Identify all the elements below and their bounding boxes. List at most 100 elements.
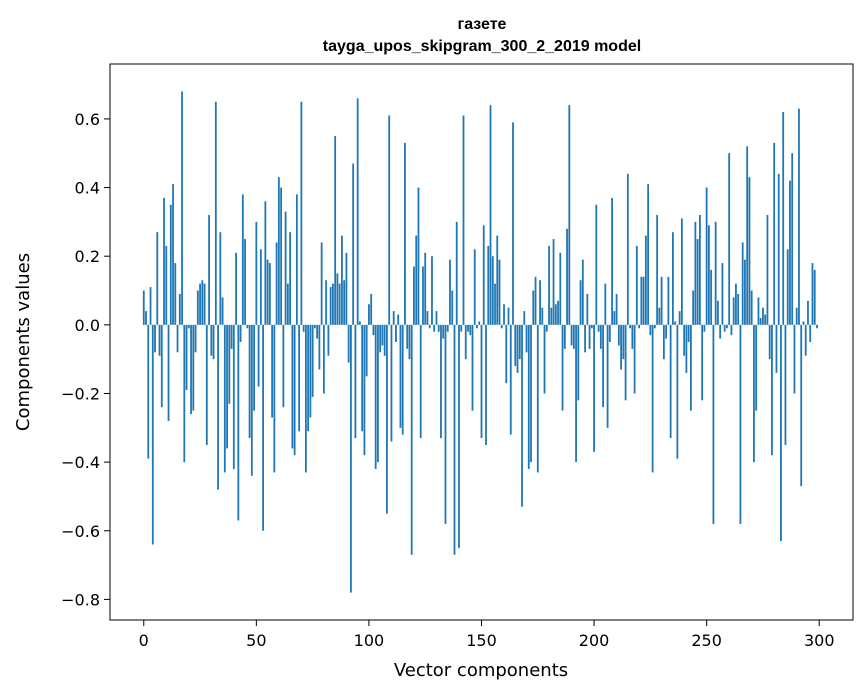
bar-164 [512, 122, 514, 325]
bar-66 [291, 324, 294, 449]
bar-195 [581, 259, 584, 325]
bar-160 [503, 304, 505, 325]
bar-268 [746, 146, 749, 325]
chart-title: газете [458, 16, 507, 33]
bar-78 [318, 324, 321, 370]
bar-187 [563, 324, 566, 349]
bar-290 [795, 307, 798, 325]
bar-194 [579, 280, 582, 325]
bar-108 [386, 324, 388, 514]
bar-37 [226, 324, 228, 449]
bar-295 [807, 300, 809, 325]
bar-209 [613, 311, 616, 325]
bar-26 [201, 280, 204, 325]
bar-122 [417, 187, 420, 325]
bar-69 [298, 324, 301, 432]
bar-47 [248, 324, 251, 439]
bar-279 [771, 324, 773, 456]
bar-131 [437, 324, 440, 332]
bar-80 [322, 324, 325, 394]
bar-118 [408, 324, 411, 360]
bar-284 [782, 112, 785, 325]
bar-287 [789, 180, 791, 325]
bar-202 [597, 324, 600, 332]
bar-267 [744, 259, 746, 325]
bar-99 [365, 324, 368, 377]
bar-25 [199, 283, 201, 325]
bar-191 [572, 324, 575, 349]
bar-243 [689, 324, 692, 411]
bar-105 [379, 324, 382, 353]
bar-255 [717, 300, 719, 325]
bar-112 [395, 324, 397, 342]
bar-147 [473, 249, 476, 325]
bar-259 [726, 324, 728, 329]
bar-32 [214, 101, 217, 325]
bar-103 [374, 324, 377, 469]
bar-45 [244, 239, 246, 325]
bar-224 [647, 184, 650, 325]
bar-229 [658, 307, 661, 325]
bar-222 [642, 276, 645, 325]
bar-117 [406, 324, 409, 349]
bar-5 [154, 324, 156, 353]
bar-7 [158, 324, 161, 356]
bar-178 [543, 324, 546, 394]
bar-186 [561, 324, 564, 411]
bar-30 [210, 324, 213, 356]
bar-249 [703, 324, 706, 332]
bar-86 [336, 273, 339, 325]
bar-273 [757, 297, 760, 325]
bar-214 [624, 324, 627, 401]
bar-197 [586, 293, 589, 325]
bar-236 [674, 321, 677, 325]
bar-204 [602, 324, 604, 408]
bar-235 [671, 232, 674, 325]
bar-102 [372, 324, 375, 336]
bar-52 [259, 249, 262, 325]
bar-35 [221, 297, 224, 325]
bar-106 [381, 324, 384, 346]
x-tick-label: 300 [804, 631, 835, 650]
bar-198 [588, 324, 591, 349]
bar-210 [615, 293, 618, 325]
bar-88 [341, 235, 343, 325]
bar-155 [491, 256, 494, 325]
bar-184 [557, 300, 559, 325]
bar-62 [282, 324, 285, 408]
bar-163 [509, 324, 512, 435]
bar-127 [428, 324, 431, 329]
bar-41 [235, 252, 237, 325]
bar-144 [467, 324, 469, 332]
bar-93 [352, 163, 355, 325]
bar-43 [239, 324, 242, 342]
bar-20 [187, 324, 190, 329]
bar-104 [377, 324, 379, 463]
bar-18 [183, 324, 186, 463]
bar-257 [721, 263, 724, 325]
bar-216 [629, 324, 631, 329]
y-tick-label: 0.6 [75, 110, 100, 129]
bar-254 [714, 221, 717, 325]
bar-14 [174, 263, 177, 325]
bar-92 [350, 324, 352, 593]
bar-239 [680, 218, 683, 325]
bar-136 [449, 259, 451, 325]
bar-145 [469, 324, 472, 336]
bar-212 [620, 324, 622, 370]
bar-223 [644, 235, 647, 325]
bar-91 [347, 324, 350, 363]
bar-17 [181, 91, 183, 325]
bar-274 [759, 317, 762, 325]
bar-207 [608, 324, 611, 342]
bar-232 [665, 324, 668, 339]
bar-220 [638, 324, 641, 329]
bar-176 [539, 280, 541, 325]
bar-172 [530, 324, 532, 463]
bar-56 [268, 263, 271, 325]
bar-226 [651, 324, 654, 473]
bar-168 [521, 324, 523, 507]
bar-213 [622, 324, 625, 360]
bar-120 [413, 266, 415, 325]
bar-110 [390, 324, 393, 442]
